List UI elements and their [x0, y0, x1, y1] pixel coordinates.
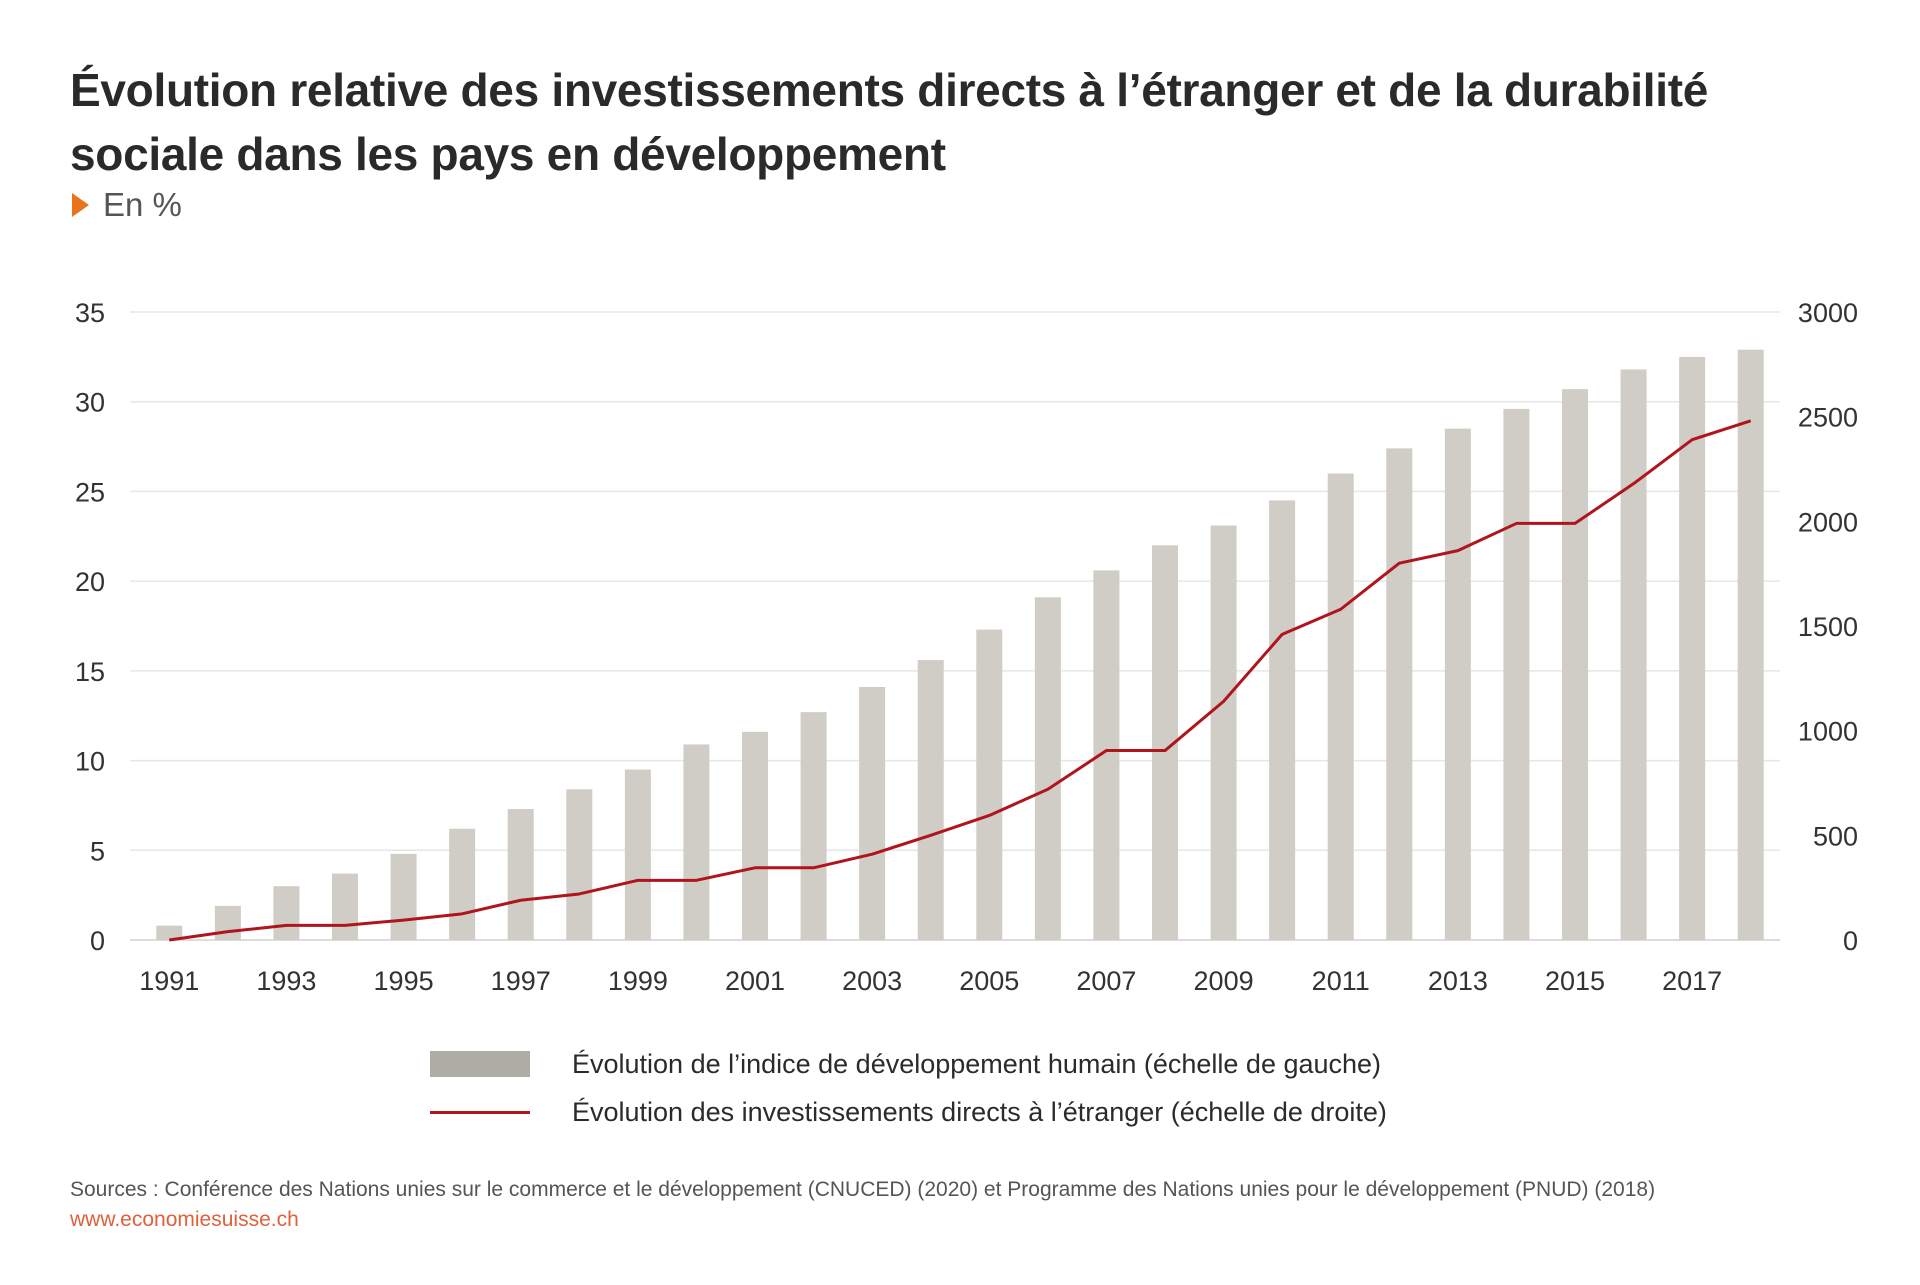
x-tick-label: 1999: [608, 966, 668, 996]
legend-bar-swatch: [430, 1051, 530, 1077]
x-tick-label: 2005: [959, 966, 1019, 996]
x-tick-label: 2015: [1545, 966, 1605, 996]
y-right-tick-label: 0: [1843, 926, 1858, 956]
y-left-tick-label: 30: [75, 388, 105, 418]
chart-title: Évolution relative des investissements d…: [70, 64, 1709, 180]
bar: [917, 660, 944, 940]
y-left-tick-label: 25: [75, 477, 105, 507]
dual-axis-chart: 0 5 10 15 20 25 30 35 0 500 1000 1500 2000 2500 3000 19…: [75, 298, 1858, 996]
y-right-tick-label: 1000: [1798, 717, 1858, 747]
website-link[interactable]: www.economiesuisse.ch: [70, 1208, 299, 1231]
legend-item-bars: Évolution de l’indice de développement h…: [430, 1040, 1387, 1088]
bar: [683, 744, 710, 940]
bar: [566, 789, 593, 940]
legend-line-swatch: [430, 1110, 530, 1114]
y-right-tick-label: 500: [1813, 821, 1858, 851]
y-left-tick-label: 5: [90, 836, 105, 866]
bar: [1327, 473, 1354, 940]
bar: [1737, 349, 1764, 940]
chart-subtitle: En %: [72, 186, 182, 224]
y-left-tick-label: 35: [75, 298, 105, 328]
bar: [742, 731, 768, 940]
x-tick-label: 2001: [725, 966, 785, 996]
bar: [156, 925, 183, 940]
sources-note: Sources : Conférence des Nations unies s…: [70, 1178, 1656, 1201]
y-right-tick-label: 3000: [1798, 298, 1858, 328]
bar: [390, 853, 417, 940]
bar: [624, 769, 651, 940]
triangle-right-icon: [72, 193, 89, 217]
bar: [800, 712, 827, 940]
bar: [1620, 369, 1647, 941]
x-tick-label: 1997: [491, 966, 551, 996]
y-left-tick-label: 10: [75, 747, 105, 777]
y-right-tick-label: 2000: [1798, 507, 1858, 537]
bar: [1269, 500, 1296, 940]
bar: [1679, 356, 1706, 940]
y-right-tick-label: 2500: [1798, 403, 1858, 433]
x-tick-label: 2009: [1194, 966, 1254, 996]
x-tick-label: 2007: [1076, 966, 1136, 996]
bar: [1386, 448, 1413, 940]
legend-bars-label: Évolution de l’indice de développement h…: [572, 1048, 1382, 1079]
x-tick-label: 2017: [1662, 966, 1722, 996]
bar: [859, 687, 886, 940]
bar: [976, 629, 1003, 940]
bar: [1034, 597, 1061, 940]
fdi-line-series: [169, 419, 1752, 942]
bar: [1503, 408, 1530, 940]
bar: [507, 809, 534, 940]
bar: [214, 905, 241, 940]
legend: Évolution de l’indice de développement h…: [430, 1040, 1387, 1136]
bar: [332, 873, 358, 940]
x-tick-label: 2003: [842, 966, 902, 996]
x-tick-label: 2011: [1312, 966, 1370, 996]
subtitle-text: En %: [103, 186, 182, 223]
legend-item-line: Évolution des investissements directs à …: [430, 1088, 1387, 1136]
bar: [449, 828, 476, 940]
bar: [1562, 389, 1588, 940]
x-tick-label: 1993: [256, 966, 316, 996]
y-left-tick-label: 0: [90, 926, 105, 956]
bar: [273, 886, 300, 940]
x-tick-label: 1991: [139, 966, 199, 996]
legend-line-label: Évolution des investissements directs à …: [572, 1096, 1387, 1127]
y-left-tick-label: 15: [75, 657, 105, 687]
bar: [1210, 525, 1237, 940]
x-tick-label: 2013: [1428, 966, 1488, 996]
bar: [1444, 428, 1471, 940]
y-right-tick-label: 1500: [1798, 612, 1858, 642]
x-tick-label: 1995: [374, 966, 434, 996]
y-left-tick-label: 20: [75, 567, 105, 597]
